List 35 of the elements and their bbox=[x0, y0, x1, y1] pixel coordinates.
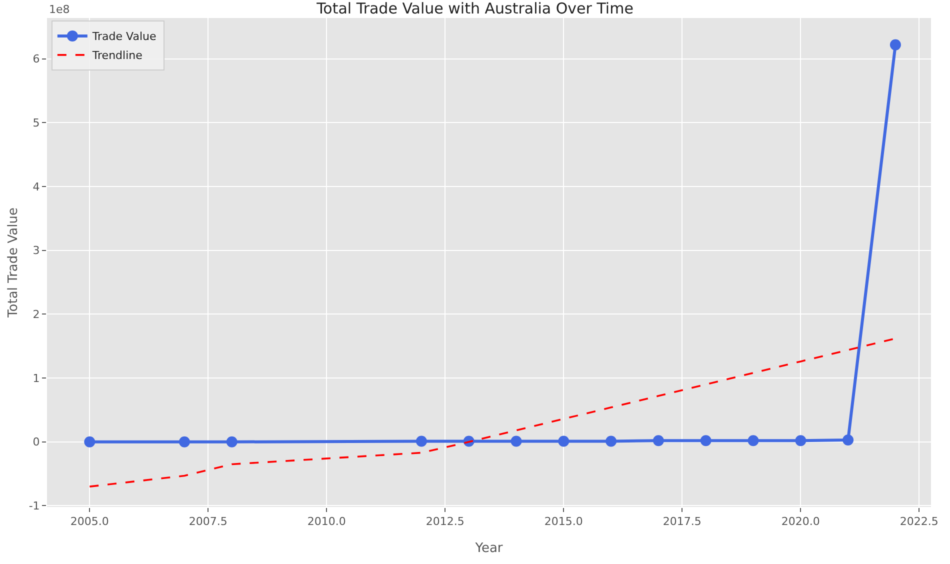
y-tick-label: 6 bbox=[32, 52, 40, 66]
y-tick-label: -1 bbox=[28, 500, 40, 513]
point bbox=[510, 436, 522, 447]
point bbox=[178, 436, 190, 448]
point bbox=[795, 435, 806, 446]
y-axis-title: Total Trade Value bbox=[6, 208, 21, 318]
y-tick-label: 3 bbox=[32, 244, 40, 258]
point bbox=[700, 435, 712, 446]
y-tick-label: 2 bbox=[32, 308, 40, 322]
point bbox=[226, 436, 238, 448]
x-tick-label: 2005.0 bbox=[70, 515, 109, 528]
legend-label: Trade Value bbox=[91, 30, 156, 44]
x-tick-label: 2010.0 bbox=[307, 515, 346, 528]
y-tick-label: 0 bbox=[32, 436, 40, 449]
point bbox=[558, 436, 570, 447]
text: 1e8 bbox=[49, 3, 70, 16]
point bbox=[416, 436, 427, 447]
x-axis-title: Year bbox=[474, 540, 504, 556]
x-tick-label: 2012.5 bbox=[426, 515, 464, 528]
y-tick-label: 1 bbox=[32, 372, 40, 385]
chart-title: Total Trade Value with Australia Over Time bbox=[316, 0, 634, 18]
legend-label: Trendline bbox=[91, 49, 143, 62]
x-tick-label: 2017.5 bbox=[662, 515, 702, 528]
y-tick-label: 4 bbox=[32, 180, 40, 194]
point bbox=[606, 436, 617, 447]
point bbox=[890, 39, 901, 50]
point bbox=[842, 434, 854, 446]
x-tick-label: 2007.5 bbox=[188, 515, 228, 528]
point bbox=[748, 435, 759, 446]
y-tick-label: 5 bbox=[32, 116, 40, 130]
point bbox=[84, 436, 96, 448]
x-tick-label: 2020.0 bbox=[781, 515, 820, 528]
point bbox=[652, 435, 664, 446]
x-tick-label: 2015.0 bbox=[544, 515, 583, 528]
x-tick-label: 2022.5 bbox=[900, 515, 938, 528]
